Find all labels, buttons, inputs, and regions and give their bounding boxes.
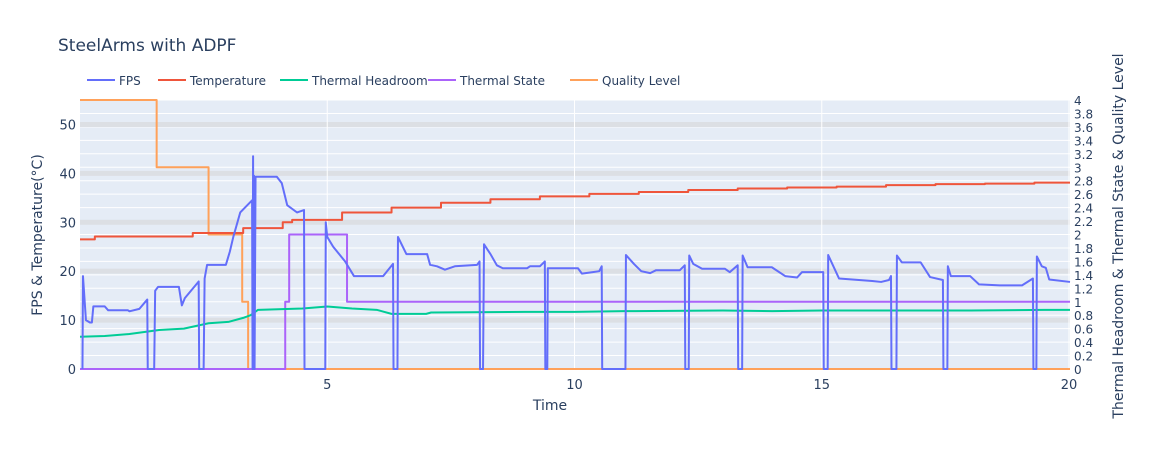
y2-tick-label: 3.4 xyxy=(1074,134,1093,148)
legend-label: FPS xyxy=(119,74,141,88)
legend-label: Thermal State xyxy=(459,74,545,88)
y2-tick-label: 0.6 xyxy=(1074,323,1093,337)
y2-tick-label: 1.8 xyxy=(1074,242,1093,256)
y-tick-label: 0 xyxy=(68,363,76,378)
y-tick-label: 50 xyxy=(59,118,76,133)
y-axis-title: FPS & Temperature(°C) xyxy=(30,154,46,316)
y2-tick-label: 1.2 xyxy=(1074,282,1093,296)
y2-tick-label: 4 xyxy=(1074,94,1082,108)
y2-tick-label: 1.6 xyxy=(1074,255,1093,269)
y2-axis-title: Thermal Headroom & Thermal State & Quali… xyxy=(1111,53,1127,419)
x-tick-label: 20 xyxy=(1061,378,1078,393)
y-tick-label: 10 xyxy=(59,314,76,329)
y-tick-label: 20 xyxy=(59,265,76,280)
tick-labels: 00.20.40.60.811.21.41.61.822.22.42.62.83… xyxy=(59,94,1093,393)
x-tick-label: 10 xyxy=(566,378,583,393)
y2-tick-label: 2.2 xyxy=(1074,215,1093,229)
y2-tick-label: 0.4 xyxy=(1074,336,1093,350)
y2-tick-label: 3 xyxy=(1074,161,1082,175)
y2-tick-label: 3.2 xyxy=(1074,148,1093,162)
y2-tick-label: 2.4 xyxy=(1074,202,1093,216)
series-lines xyxy=(79,99,1071,370)
gridlines xyxy=(80,99,1070,369)
x-tick-label: 5 xyxy=(323,378,331,393)
y2-tick-label: 3.8 xyxy=(1074,107,1093,121)
y2-tick-label: 1 xyxy=(1074,296,1082,310)
y2-tick-label: 0 xyxy=(1074,363,1082,377)
legend-label: Temperature xyxy=(189,74,266,88)
y2-tick-label: 2.8 xyxy=(1074,175,1093,189)
series-line-thermal-headroom xyxy=(79,305,1070,338)
x-tick-label: 15 xyxy=(813,378,830,393)
y2-tick-label: 3.6 xyxy=(1074,121,1093,135)
series-line-temperature xyxy=(80,181,1070,241)
x-axis-title: Time xyxy=(532,398,567,414)
y-tick-label: 30 xyxy=(59,216,76,231)
legend-label: Thermal Headroom xyxy=(311,74,428,88)
y2-tick-label: 2 xyxy=(1074,229,1082,243)
y2-tick-label: 2.6 xyxy=(1074,188,1093,202)
series-line-fps xyxy=(81,155,1071,370)
chart-title: SteelArms with ADPF xyxy=(58,36,236,56)
legend: FPS Temperature Thermal Headroom Thermal St… xyxy=(87,74,680,88)
y2-tick-label: 0.8 xyxy=(1074,309,1093,323)
series-line-quality-level xyxy=(80,99,1070,370)
series-line-thermal-state xyxy=(80,233,1070,370)
y2-tick-label: 1.4 xyxy=(1074,269,1093,283)
y-tick-label: 40 xyxy=(59,167,76,182)
y2-tick-label: 0.2 xyxy=(1074,350,1093,364)
legend-label: Quality Level xyxy=(602,74,680,88)
